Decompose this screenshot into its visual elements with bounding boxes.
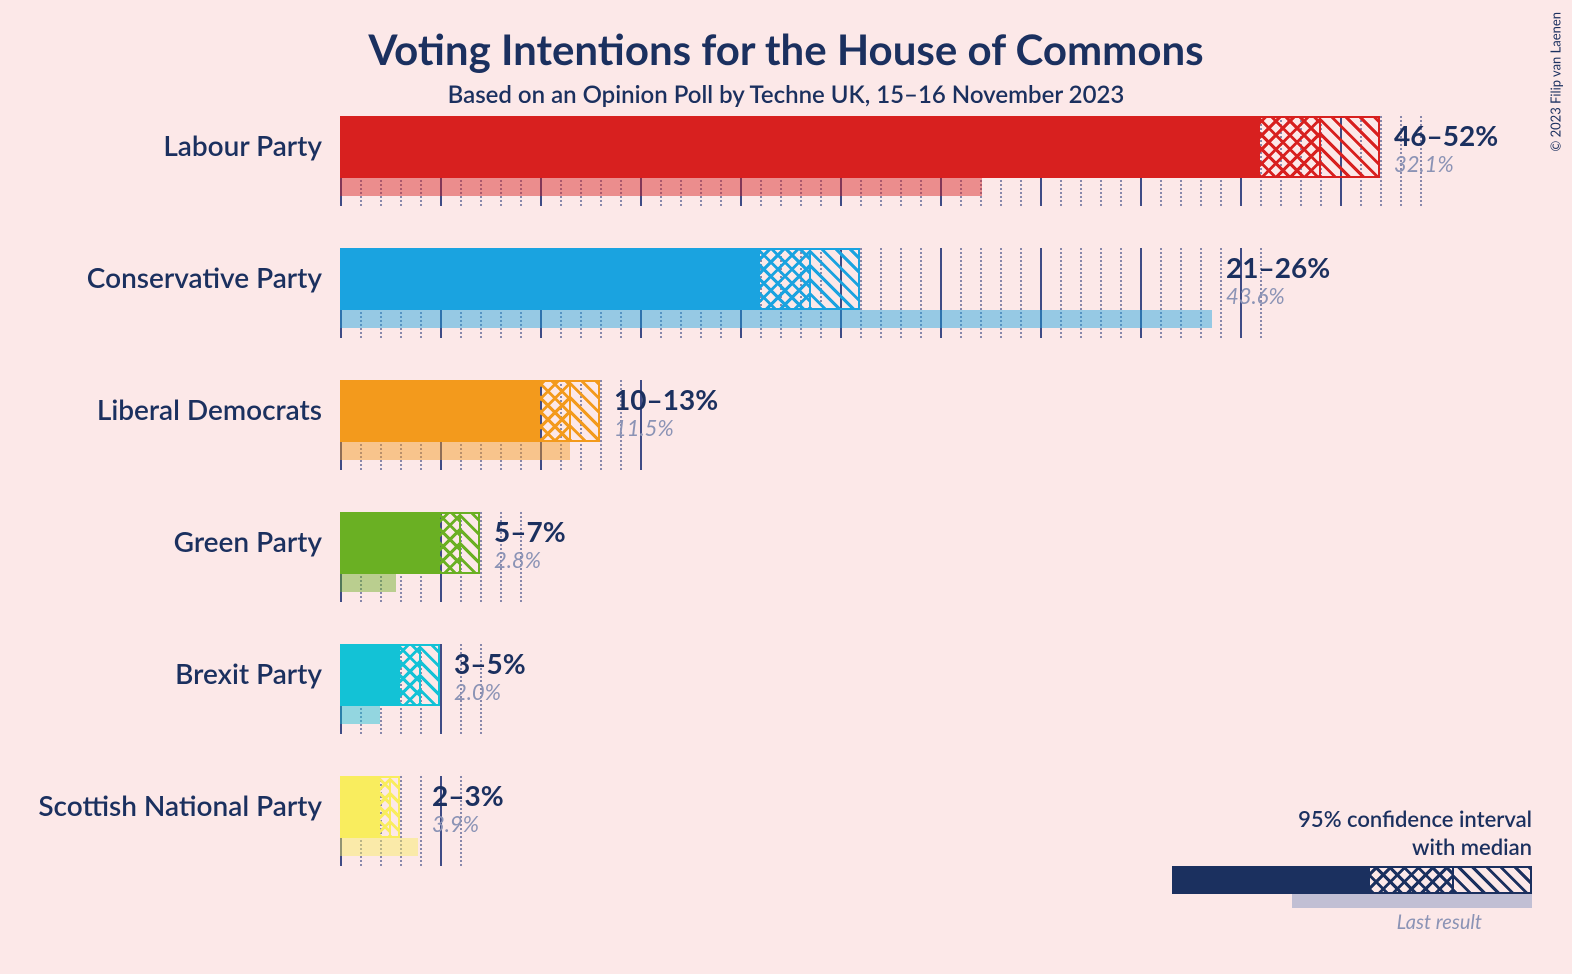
legend-line2: with median <box>1412 833 1532 860</box>
party-name: Scottish National Party <box>38 788 322 822</box>
party-name: Labour Party <box>163 128 322 162</box>
prev-bar <box>340 706 380 724</box>
prev-bar <box>340 574 396 592</box>
party-row: Labour Party46–52%32.1% <box>340 116 1340 246</box>
prev-bar <box>340 838 418 856</box>
party-row: Conservative Party21–26%43.6% <box>340 248 1340 378</box>
copyright-text: © 2023 Filip van Laenen <box>1548 12 1564 152</box>
range-value: 2–3% <box>432 778 504 812</box>
party-name: Brexit Party <box>175 656 322 690</box>
ci-bar <box>340 116 1380 178</box>
legend-ci-label: 95% confidence interval with median <box>1152 805 1532 860</box>
prev-value: 2.8% <box>494 546 541 573</box>
ci-bar <box>340 776 400 838</box>
prev-value: 11.5% <box>614 414 674 441</box>
range-value: 21–26% <box>1226 250 1330 284</box>
range-value: 5–7% <box>494 514 566 548</box>
range-value: 46–52% <box>1394 118 1498 152</box>
legend-line1: 95% confidence interval <box>1298 805 1532 832</box>
prev-bar <box>340 178 982 196</box>
party-name: Liberal Democrats <box>97 392 322 426</box>
ci-bar <box>340 248 860 310</box>
prev-value: 3.9% <box>432 810 479 837</box>
legend-bar <box>1172 866 1532 894</box>
party-row: Green Party5–7%2.8% <box>340 512 1340 642</box>
prev-value: 32.1% <box>1394 150 1454 177</box>
chart-area: Labour Party46–52%32.1%Conservative Part… <box>340 116 1340 916</box>
ci-bar <box>340 644 440 706</box>
chart-title: Voting Intentions for the House of Commo… <box>0 0 1572 74</box>
range-value: 10–13% <box>614 382 718 416</box>
party-row: Liberal Democrats10–13%11.5% <box>340 380 1340 510</box>
prev-value: 2.0% <box>454 678 501 705</box>
legend-prev-bar <box>1292 894 1532 908</box>
party-name: Green Party <box>174 524 322 558</box>
ci-bar <box>340 512 480 574</box>
prev-bar <box>340 442 570 460</box>
range-value: 3–5% <box>454 646 526 680</box>
legend-prev-label: Last result <box>1152 910 1482 934</box>
ci-bar <box>340 380 600 442</box>
prev-value: 43.6% <box>1226 282 1285 309</box>
chart-subtitle: Based on an Opinion Poll by Techne UK, 1… <box>0 80 1572 109</box>
prev-bar <box>340 310 1212 328</box>
legend: 95% confidence interval with median Last… <box>1152 805 1532 934</box>
party-row: Brexit Party3–5%2.0% <box>340 644 1340 774</box>
party-name: Conservative Party <box>87 260 322 294</box>
